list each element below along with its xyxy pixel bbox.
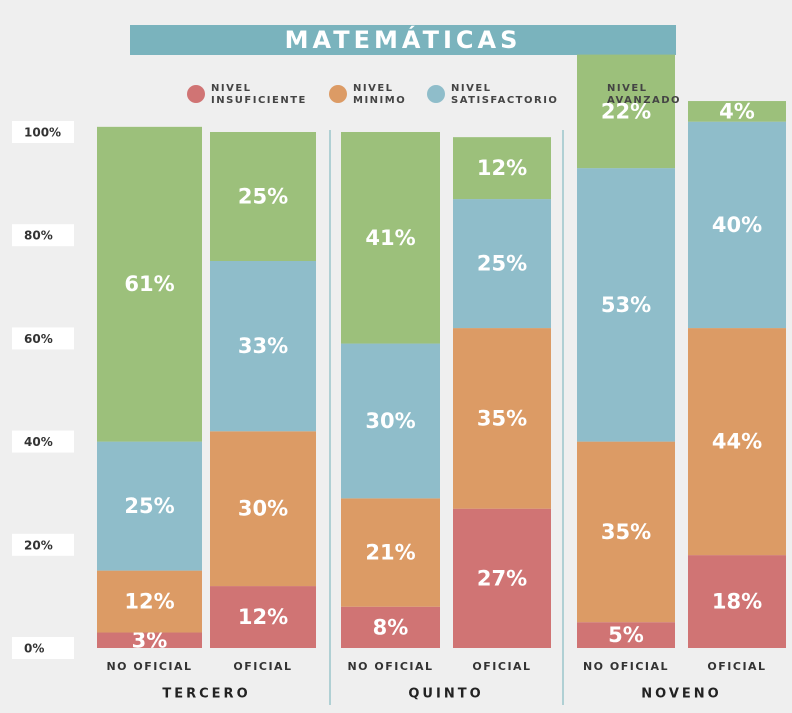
bar-segment (688, 101, 786, 122)
legend-label: NIVEL INSUFICIENTE (211, 83, 307, 106)
bar-segment (688, 555, 786, 648)
y-tick-label: 100% (24, 126, 61, 140)
x-tick-label: NO OFICIAL (106, 660, 192, 673)
legend-swatch (583, 85, 601, 103)
tick-box (12, 327, 74, 350)
bar-segment (577, 168, 675, 442)
value-label: 22% (601, 99, 651, 123)
value-label: 12% (124, 590, 174, 614)
bar-segment (97, 441, 202, 571)
value-label: 30% (238, 497, 288, 521)
bar-segment (97, 632, 202, 648)
bar-segment (577, 622, 675, 648)
group-label: TERCERO (162, 687, 250, 702)
bar-segment (210, 261, 316, 432)
bar-segment (210, 586, 316, 648)
chart-title: MATEMÁTICAS (285, 25, 522, 54)
bar-segment (577, 441, 675, 623)
legend-swatch (427, 85, 445, 103)
value-label: 21% (365, 541, 415, 565)
value-label: 44% (712, 430, 762, 454)
y-tick-label: 60% (24, 332, 53, 346)
value-label: 18% (712, 590, 762, 614)
value-label: 12% (238, 605, 288, 629)
group-label: QUINTO (408, 687, 483, 702)
x-tick-label: NO OFICIAL (347, 660, 433, 673)
bar-segment (453, 328, 551, 509)
bar-segment (341, 606, 440, 648)
value-label: 33% (238, 334, 288, 358)
bar-segment (341, 132, 440, 344)
y-tick-label: 20% (24, 538, 53, 552)
bar-segment (577, 54, 675, 169)
value-label: 25% (238, 185, 288, 209)
bar-segment (210, 431, 316, 587)
value-label: 27% (477, 566, 527, 590)
tick-box (12, 637, 74, 659)
value-label: 35% (477, 406, 527, 430)
bar-segment (453, 137, 551, 200)
value-label: 12% (477, 156, 527, 180)
bar-segment (341, 498, 440, 607)
bar-segment (210, 132, 316, 261)
value-label: 61% (124, 272, 174, 296)
value-label: 25% (124, 494, 174, 518)
x-tick-label: OFICIAL (707, 660, 766, 673)
tick-box (12, 430, 74, 453)
bar-segment (688, 328, 786, 556)
tick-box (12, 533, 74, 556)
bar-segment (341, 343, 440, 499)
value-label: 35% (601, 520, 651, 544)
x-tick-label: OFICIAL (233, 660, 292, 673)
bar-segment (688, 121, 786, 329)
legend-swatch (187, 85, 205, 103)
x-tick-label: OFICIAL (472, 660, 531, 673)
y-tick-label: 40% (24, 435, 53, 449)
tick-box (12, 121, 74, 143)
value-label: 41% (365, 226, 415, 250)
bar-segment (97, 126, 202, 442)
value-label: 8% (373, 615, 409, 639)
legend-label: NIVEL SATISFACTORIO (451, 83, 558, 106)
value-label: 5% (608, 623, 644, 647)
y-tick-label: 80% (24, 229, 53, 243)
legend-label: NIVEL AVANZADO (607, 83, 681, 106)
bar-segment (453, 508, 551, 648)
value-label: 25% (477, 252, 527, 276)
value-label: 30% (365, 409, 415, 433)
x-tick-label: NO OFICIAL (583, 660, 669, 673)
bar-segment (97, 570, 202, 633)
title-bar (130, 25, 676, 55)
value-label: 53% (601, 293, 651, 317)
tick-box (12, 224, 74, 247)
y-tick-label: 0% (24, 642, 44, 656)
group-label: NOVENO (641, 687, 721, 702)
legend-swatch (329, 85, 347, 103)
bar-segment (453, 199, 551, 329)
legend-label: NIVEL MINIMO (353, 83, 406, 106)
value-label: 40% (712, 213, 762, 237)
value-label: 4% (719, 99, 755, 123)
